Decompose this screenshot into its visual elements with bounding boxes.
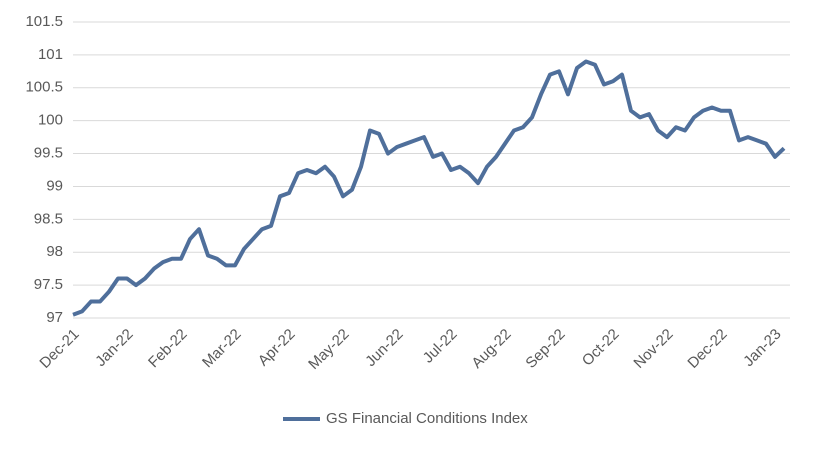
x-tick-label: Aug-22: [468, 326, 514, 372]
y-tick-label: 98.5: [34, 210, 63, 227]
legend-label: GS Financial Conditions Index: [326, 410, 528, 427]
x-tick-label: Jul-22: [420, 326, 461, 367]
y-tick-label: 100.5: [25, 79, 63, 96]
y-tick-label: 99: [46, 177, 63, 194]
x-tick-label: May-22: [305, 326, 352, 373]
y-tick-label: 97.5: [34, 276, 63, 293]
y-tick-label: 99.5: [34, 145, 63, 162]
x-tick-label: Dec-21: [36, 326, 82, 372]
y-tick-label: 101: [38, 46, 63, 63]
x-tick-label: Nov-22: [630, 326, 676, 372]
y-tick-label: 98: [46, 243, 63, 260]
x-tick-label: Dec-22: [684, 326, 730, 372]
x-tick-label: Feb-22: [145, 326, 191, 372]
x-tick-label: Jan-23: [740, 326, 784, 370]
y-tick-label: 101.5: [25, 13, 63, 30]
x-tick-label: Jan-22: [92, 326, 136, 370]
x-tick-label: Mar-22: [199, 326, 245, 372]
x-tick-label: Jun-22: [362, 326, 406, 370]
y-tick-label: 100: [38, 112, 63, 129]
data-line: [72, 59, 786, 317]
y-tick-label: 97: [46, 309, 63, 326]
x-tick-label: Sep-22: [522, 326, 568, 372]
x-tick-label: Apr-22: [255, 326, 299, 370]
x-tick-label: Oct-22: [579, 326, 623, 370]
